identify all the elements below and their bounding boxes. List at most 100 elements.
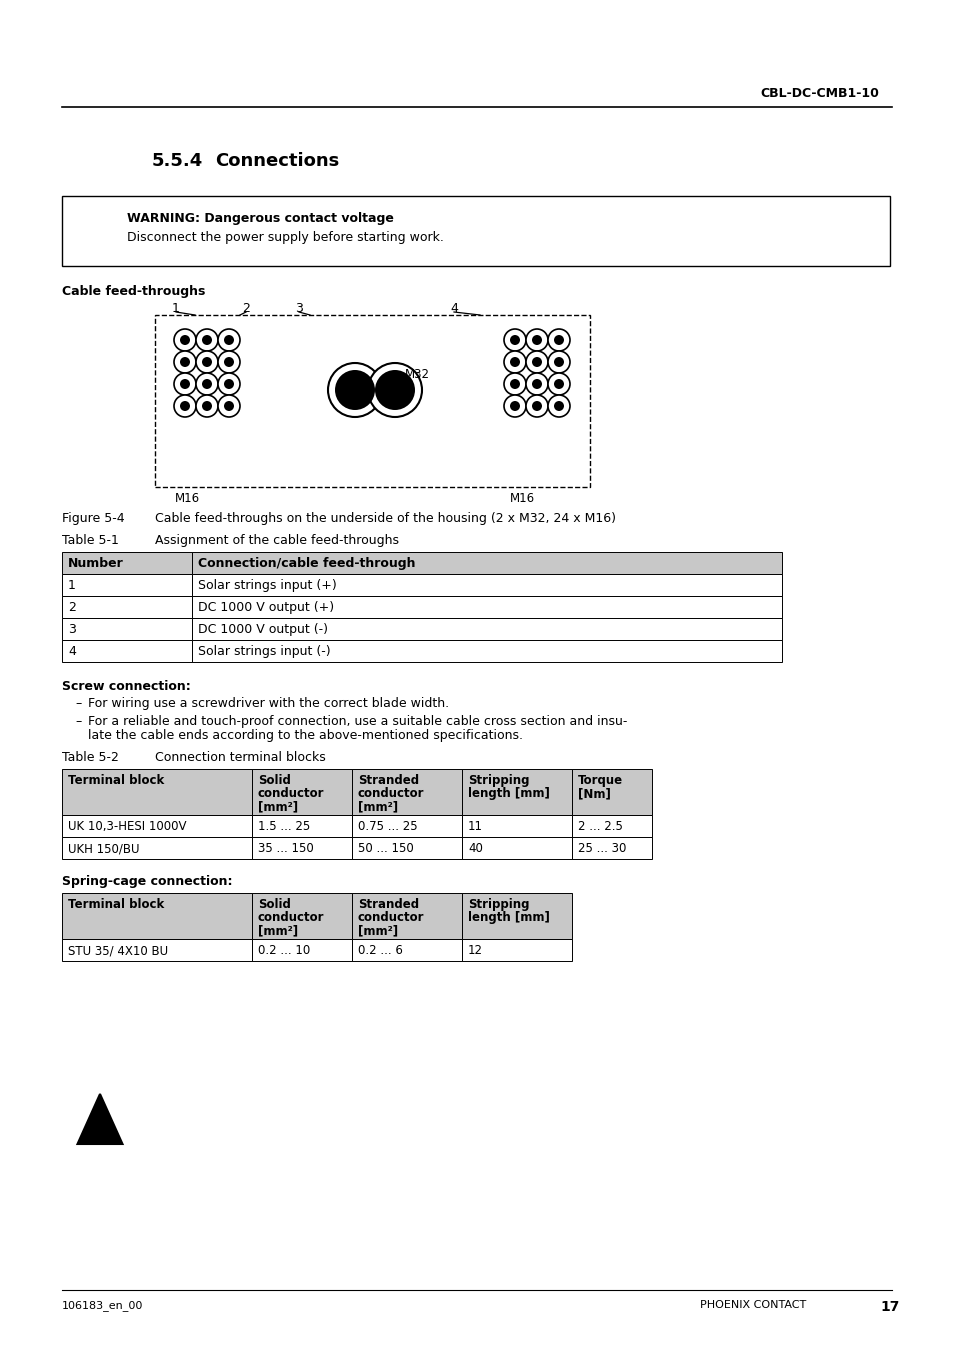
Circle shape xyxy=(554,335,563,346)
Text: length [mm]: length [mm] xyxy=(468,911,549,923)
Text: 3: 3 xyxy=(294,302,302,315)
Text: Table 5-1: Table 5-1 xyxy=(62,535,119,547)
Bar xyxy=(352,940,461,961)
Bar xyxy=(461,769,572,815)
Bar xyxy=(192,574,781,595)
Text: For a reliable and touch-proof connection, use a suitable cable cross section an: For a reliable and touch-proof connectio… xyxy=(88,716,627,728)
Text: –: – xyxy=(75,716,81,728)
Circle shape xyxy=(368,363,421,417)
Circle shape xyxy=(503,373,525,396)
Circle shape xyxy=(328,363,381,417)
Text: conductor: conductor xyxy=(357,911,424,923)
Circle shape xyxy=(525,329,547,351)
Bar xyxy=(572,815,651,837)
Circle shape xyxy=(547,329,569,351)
Circle shape xyxy=(525,351,547,373)
Text: [mm²]: [mm²] xyxy=(357,801,397,813)
Text: Connection terminal blocks: Connection terminal blocks xyxy=(154,751,325,764)
Text: 4: 4 xyxy=(68,645,76,657)
Bar xyxy=(62,837,252,859)
Bar xyxy=(352,769,461,815)
Text: conductor: conductor xyxy=(257,787,324,801)
Text: 1.5 ... 25: 1.5 ... 25 xyxy=(257,819,310,833)
Text: Solid: Solid xyxy=(257,898,291,911)
Circle shape xyxy=(532,335,541,346)
Bar xyxy=(192,552,781,574)
Text: 1: 1 xyxy=(68,579,76,593)
Text: length [mm]: length [mm] xyxy=(468,787,549,801)
Bar xyxy=(252,769,352,815)
Text: Stranded: Stranded xyxy=(357,898,418,911)
Circle shape xyxy=(218,329,240,351)
Text: 2: 2 xyxy=(242,302,250,315)
Text: Connections: Connections xyxy=(214,153,339,170)
Text: 106183_en_00: 106183_en_00 xyxy=(62,1300,143,1311)
Text: DC 1000 V output (-): DC 1000 V output (-) xyxy=(198,622,328,636)
Circle shape xyxy=(202,335,212,346)
Text: Connection/cable feed-through: Connection/cable feed-through xyxy=(198,558,416,570)
Text: Screw connection:: Screw connection: xyxy=(62,680,191,693)
Circle shape xyxy=(224,356,233,367)
Circle shape xyxy=(503,396,525,417)
Text: UKH 150/BU: UKH 150/BU xyxy=(68,842,139,855)
Text: Stripping: Stripping xyxy=(468,898,529,911)
Text: 0.2 ... 6: 0.2 ... 6 xyxy=(357,944,402,957)
Bar xyxy=(461,837,572,859)
Bar xyxy=(192,618,781,640)
Text: 5.5.4: 5.5.4 xyxy=(152,153,203,170)
Bar xyxy=(572,769,651,815)
Bar xyxy=(62,815,252,837)
Bar xyxy=(572,837,651,859)
Bar xyxy=(252,837,352,859)
Circle shape xyxy=(218,373,240,396)
Bar xyxy=(352,815,461,837)
Text: Solar strings input (-): Solar strings input (-) xyxy=(198,645,331,657)
Bar xyxy=(252,815,352,837)
Circle shape xyxy=(224,401,233,410)
Bar xyxy=(62,892,252,940)
Text: [mm²]: [mm²] xyxy=(257,801,297,813)
Bar xyxy=(192,640,781,662)
Text: 25 ... 30: 25 ... 30 xyxy=(578,842,626,855)
Bar xyxy=(62,574,192,595)
Circle shape xyxy=(195,396,218,417)
Circle shape xyxy=(547,373,569,396)
Text: 2: 2 xyxy=(68,601,76,614)
Circle shape xyxy=(547,396,569,417)
Text: UK 10,3-HESI 1000V: UK 10,3-HESI 1000V xyxy=(68,819,186,833)
Circle shape xyxy=(224,379,233,389)
Polygon shape xyxy=(77,1094,122,1143)
Bar xyxy=(62,940,252,961)
Text: For wiring use a screwdriver with the correct blade width.: For wiring use a screwdriver with the co… xyxy=(88,697,449,710)
Bar xyxy=(461,940,572,961)
Text: M16: M16 xyxy=(174,491,200,505)
Text: [mm²]: [mm²] xyxy=(357,923,397,937)
Bar xyxy=(62,769,252,815)
Bar xyxy=(62,595,192,618)
Bar xyxy=(62,196,889,266)
Bar xyxy=(192,595,781,618)
Text: Cable feed-throughs: Cable feed-throughs xyxy=(62,285,205,298)
Text: [mm²]: [mm²] xyxy=(257,923,297,937)
Circle shape xyxy=(173,396,195,417)
Text: Number: Number xyxy=(68,558,124,570)
Text: 3: 3 xyxy=(68,622,76,636)
Bar xyxy=(62,552,192,574)
Circle shape xyxy=(202,379,212,389)
Text: M32: M32 xyxy=(405,369,430,381)
Bar xyxy=(352,892,461,940)
Circle shape xyxy=(218,396,240,417)
Text: 11: 11 xyxy=(468,819,482,833)
Circle shape xyxy=(195,329,218,351)
Circle shape xyxy=(224,335,233,346)
Text: 0.2 ... 10: 0.2 ... 10 xyxy=(257,944,310,957)
Bar xyxy=(62,618,192,640)
Circle shape xyxy=(525,373,547,396)
Text: PHOENIX CONTACT: PHOENIX CONTACT xyxy=(700,1300,805,1310)
Circle shape xyxy=(510,335,519,346)
Text: late the cable ends according to the above-mentioned specifications.: late the cable ends according to the abo… xyxy=(88,729,522,742)
Text: Solar strings input (+): Solar strings input (+) xyxy=(198,579,336,593)
Circle shape xyxy=(532,356,541,367)
Text: Cable feed-throughs on the underside of the housing (2 x M32, 24 x M16): Cable feed-throughs on the underside of … xyxy=(154,512,616,525)
Text: –: – xyxy=(75,697,81,710)
